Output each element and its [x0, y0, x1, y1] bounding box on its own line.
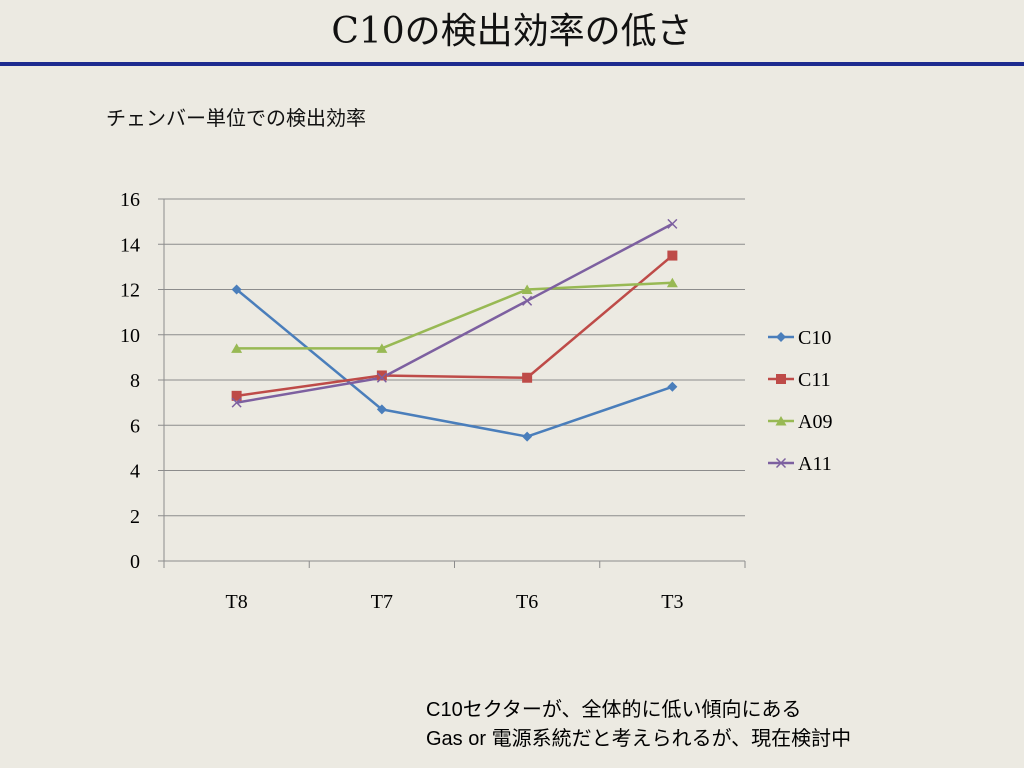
y-tick-label: 16: [120, 189, 140, 211]
data-point-a11: [231, 397, 242, 408]
y-tick-label: 10: [120, 325, 140, 347]
legend-marker-a11: [775, 457, 787, 469]
data-point-a11: [376, 372, 387, 383]
axes: [163, 199, 746, 568]
note-line-2: Gas or 電源系統だと考えられるが、現在検討中: [426, 728, 852, 750]
data-point-a09: [231, 343, 243, 353]
data-point-c10: [231, 284, 242, 295]
data-point-c10: [667, 381, 678, 392]
y-tick-label: 2: [130, 506, 140, 528]
data-point-a09: [521, 284, 533, 294]
legend-marker-c11: [776, 374, 786, 384]
y-tick-label: 12: [120, 280, 140, 302]
data-point-c11: [667, 250, 678, 261]
data-point-c11: [231, 390, 242, 401]
slide-title: C10の検出効率の低さ: [331, 11, 693, 52]
slide-note: C10セクターが、全体的に低い傾向にある Gas or 電源系統だと考えられるが…: [426, 696, 851, 754]
y-tick-label: 6: [130, 415, 140, 437]
x-tick-label: T6: [516, 591, 538, 613]
note-line-1: C10セクターが、全体的に低い傾向にある: [426, 699, 802, 721]
y-tick-label: 0: [130, 551, 140, 573]
series-line-a11: [236, 222, 673, 404]
series-line-c11: [236, 254, 674, 398]
legend-label-a11: A11: [798, 453, 832, 475]
chart-title: チェンバー単位での検出効率: [106, 106, 366, 130]
title-divider: [0, 62, 1024, 66]
gridlines: [158, 198, 745, 562]
data-point-c10: [522, 431, 533, 442]
x-tick-labels: T8 T7 T6 T3: [226, 591, 684, 613]
legend-label-c11: C11: [798, 369, 831, 391]
x-tick-label: T7: [371, 591, 393, 613]
legend: C10 C11 A09 A11: [768, 327, 832, 475]
data-point-a11: [667, 218, 678, 229]
y-tick-labels: 0 2 4 6 8 10 12 14 16: [120, 189, 140, 573]
data-point-c11: [522, 372, 533, 383]
data-point-a09: [376, 343, 388, 353]
series-lines: [235, 222, 674, 438]
data-point-a09: [666, 277, 678, 288]
x-tick-label: T8: [226, 591, 248, 613]
x-tick-label: T3: [661, 591, 683, 613]
legend-label-c10: C10: [798, 327, 831, 349]
series-markers: [231, 218, 678, 442]
series-line-a09: [236, 281, 673, 350]
legend-marker-a09: [775, 416, 787, 426]
data-point-a11: [522, 295, 533, 306]
legend-label-a09: A09: [798, 411, 832, 433]
y-tick-label: 8: [130, 370, 140, 392]
legend-marker-c10: [776, 332, 786, 342]
data-point-c11: [376, 370, 387, 381]
data-point-c10: [376, 404, 387, 415]
y-tick-label: 14: [120, 234, 140, 256]
y-tick-label: 4: [130, 461, 140, 483]
